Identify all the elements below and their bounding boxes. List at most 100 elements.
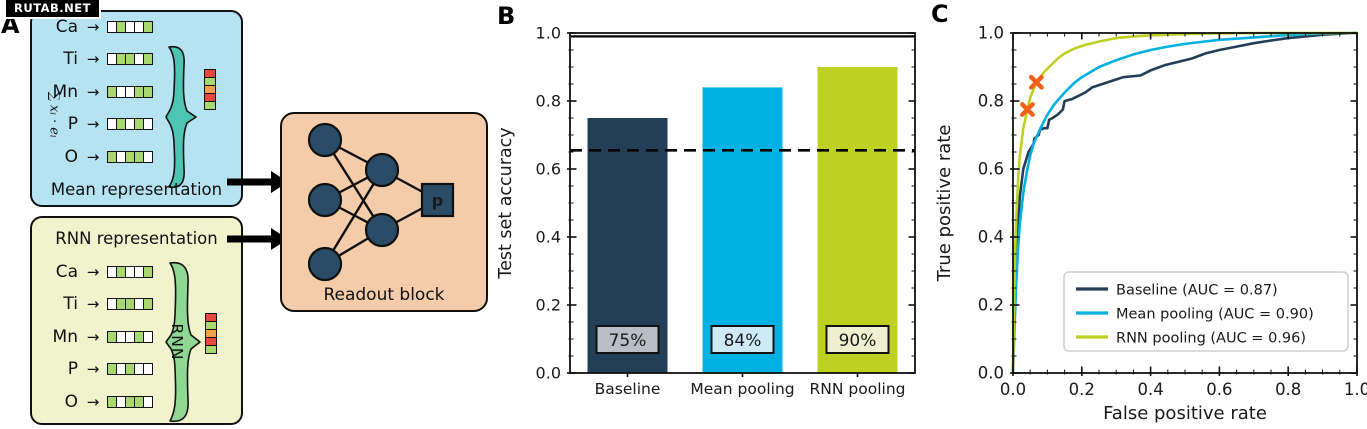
element-label: Ti [63, 49, 78, 69]
element-label: Mn [52, 327, 78, 347]
y-tick-label: 0.8 [978, 92, 1004, 111]
rnn-box-title: RNN representation [55, 229, 218, 248]
right-arrow-icon: → [86, 393, 100, 411]
sum-formula-label: ∑ xᵢ · eᵢ [46, 91, 62, 138]
mean-representation-box: Ca → Ti → Mn → P → O → ∑ xᵢ · eᵢ Mean representat… [30, 10, 243, 207]
embedding-vector-strip [107, 396, 153, 408]
rnn-brace-shape [165, 261, 201, 423]
network-node [307, 122, 343, 158]
bar-rnn-pooling [817, 67, 898, 373]
embedding-vector-strip [107, 86, 153, 98]
output-node [420, 182, 455, 218]
element-row-ca: Ca → [42, 262, 153, 282]
y-tick-label: 0.2 [536, 296, 561, 315]
y-tick-label: 0.6 [978, 160, 1004, 179]
vector-cell [143, 298, 153, 310]
vector-cell [143, 396, 153, 408]
embedding-vector-strip [107, 53, 153, 65]
y-ticks [1010, 32, 1357, 374]
element-label: Ca [55, 262, 78, 282]
y-axis-title: True positive rate [934, 125, 955, 283]
embedding-vector-strip [107, 298, 153, 310]
bar-value-label: 84% [724, 331, 762, 351]
pooled-vector-cell [205, 345, 217, 354]
mean-box-title: Mean representation [50, 180, 223, 199]
bar-value-badge [595, 325, 660, 354]
legend-entry-label: Mean pooling (AUC = 0.90) [1116, 307, 1314, 323]
vector-cell [143, 266, 153, 278]
sum-brace-shape [165, 45, 197, 189]
threshold-x-marker [1020, 102, 1035, 117]
watermark-badge: RUTAB.NET [6, 0, 102, 19]
legend-entry-label: RNN pooling (AUC = 0.96) [1116, 331, 1306, 347]
rnn-to-readout-arrow [227, 228, 288, 250]
element-label: Ca [55, 17, 78, 37]
y-ticks [567, 32, 915, 374]
embedding-vector-strip [107, 118, 153, 130]
y-tick-label: 0.4 [978, 228, 1004, 247]
vector-cell [143, 363, 153, 375]
element-label: Ti [63, 294, 78, 314]
roc-curve-chart: 0.0 0.2 0.4 0.6 0.8 1.0 0.0 0.2 0.4 0.6 0.8 1.0 Fals… [934, 24, 1367, 425]
bar-value-badge [825, 325, 890, 354]
vector-cell [143, 151, 153, 163]
embedding-vector-strip [107, 363, 153, 375]
roc-curve-mean-pooling [1011, 31, 1359, 375]
element-row-p: P → [42, 359, 153, 379]
x-tick-label: 0.2 [1069, 380, 1095, 399]
network-node [307, 246, 343, 282]
bar-value-label: 75% [609, 331, 647, 351]
vector-cell [143, 21, 153, 33]
embedding-vector-strip [107, 331, 153, 343]
right-arrow-icon: → [86, 263, 100, 281]
vector-cell [143, 86, 153, 98]
x-category-label: Baseline [595, 380, 661, 398]
y-tick-label: 0.0 [978, 364, 1004, 383]
network-node [364, 212, 400, 248]
x-ticks [1012, 33, 1358, 376]
element-label: P [67, 114, 78, 134]
right-arrow-icon: → [86, 295, 100, 313]
readout-block-title: Readout block [323, 285, 445, 305]
y-tick-label: 1.0 [978, 24, 1004, 43]
y-tick-label: 0.4 [536, 228, 561, 247]
element-row-ti: Ti → [42, 294, 153, 314]
vector-cell [143, 118, 153, 130]
element-row-p: P → [42, 114, 153, 134]
embedding-vector-strip [107, 151, 153, 163]
x-category-label: Mean pooling [690, 380, 794, 398]
embedding-vector-strip [107, 266, 153, 278]
x-tick-label: 1.0 [1344, 380, 1367, 399]
test-accuracy-bar-chart: 75% 84% 90% 0.0 0.2 0.4 0.6 0.8 1.0 Baseline Mean … [496, 24, 916, 398]
x-tick-label: 0.0 [1000, 380, 1026, 399]
element-label: Mn [52, 82, 78, 102]
mean-to-readout-arrow [227, 171, 288, 193]
element-label: O [64, 392, 78, 412]
y-tick-label: 0.2 [978, 296, 1004, 315]
legend-box [1063, 271, 1349, 352]
element-row-mn: Mn → [42, 82, 153, 102]
element-row-ti: Ti → [42, 49, 153, 69]
x-tick-label: 0.8 [1275, 380, 1301, 399]
y-tick-label: 0.6 [536, 160, 561, 179]
right-arrow-icon: → [86, 115, 100, 133]
bar-value-badge [710, 325, 775, 354]
readout-network-diagram: p [307, 122, 455, 282]
vector-cell [143, 331, 153, 343]
element-row-mn: Mn → [42, 327, 153, 347]
legend-entry-label: Baseline (AUC = 0.87) [1116, 283, 1278, 299]
vector-cell [143, 53, 153, 65]
pooled-vector-cell [204, 101, 216, 110]
network-node [364, 152, 400, 188]
y-tick-label: 1.0 [536, 24, 561, 43]
y-tick-label: 0.0 [536, 364, 561, 383]
right-arrow-icon: → [86, 360, 100, 378]
rnn-output-vector [205, 313, 217, 354]
bar-value-label: 90% [839, 331, 877, 351]
rnn-representation-box: RNN representation Ca → Ti → Mn → P → O → RNN [30, 216, 243, 425]
element-label: O [64, 147, 78, 167]
y-tick-label: 0.8 [536, 92, 561, 111]
readout-block-box: p Readout block [280, 112, 488, 312]
panel-label-c: C [931, 0, 949, 28]
output-node-label: p [432, 191, 443, 210]
